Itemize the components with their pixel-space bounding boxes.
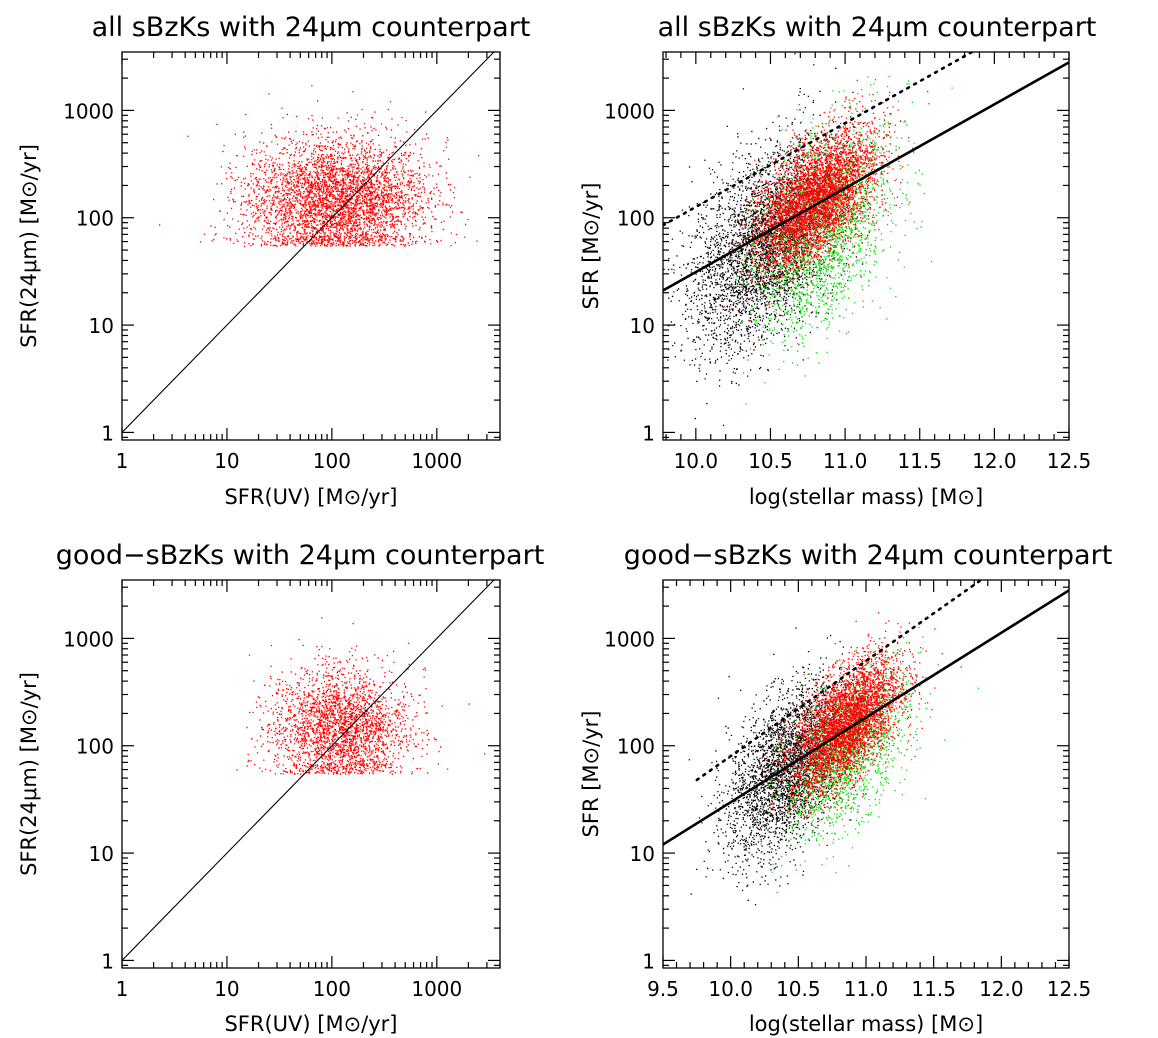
plot-frame	[121, 579, 501, 969]
scatter-points	[688, 612, 980, 906]
panel-bottom-left: good−sBzKs with 24μm counterpart 1101001…	[17, 540, 544, 1036]
tick-label: 1	[116, 449, 129, 473]
fit-line	[663, 61, 1069, 292]
panel-bottom-right: good−sBzKs with 24μm counterpart 1101001…	[579, 540, 1112, 1036]
one-to-one-line	[122, 52, 495, 433]
tick-label: 100	[76, 735, 114, 759]
axis-ticks: 1 10 100 1000 1 10 100 1000	[63, 580, 501, 1001]
panel-top-right: all sBzKs with 24μm counterpart 1 10 100 10…	[579, 12, 1096, 509]
tick-label: 1000	[63, 627, 114, 651]
tick-label: 1	[642, 949, 655, 973]
tick-label: 100	[313, 449, 351, 473]
fit-lines	[663, 580, 1069, 846]
tick-label: 1	[642, 421, 655, 445]
panel-title: good−sBzKs with 24μm counterpart	[56, 540, 545, 571]
tick-label: 100	[76, 207, 114, 231]
plot-frame	[662, 579, 1070, 969]
fit-lines	[663, 52, 1069, 292]
axis-ticks: 1 10 100 1000 9.5 10.0 10.5 11.0 11.5 12.0 12.5	[604, 580, 1091, 1001]
scatter-points	[159, 85, 480, 247]
tick-label: 10.0	[674, 449, 719, 473]
scatter-cloud-black	[688, 627, 880, 906]
tick-label: 10	[214, 977, 239, 1001]
tick-label: 1000	[604, 99, 655, 123]
tick-label: 11.0	[823, 449, 868, 473]
tick-label: 12.5	[1047, 977, 1092, 1001]
tick-label: 1000	[604, 627, 655, 651]
tick-label: 1	[116, 977, 129, 1001]
panel-title: all sBzKs with 24μm counterpart	[658, 12, 1097, 43]
fit-lines	[122, 580, 495, 961]
tick-label: 10.5	[776, 977, 821, 1001]
panel-top-left: all sBzKs with 24μm counterpart 1 10 100 10…	[17, 12, 530, 509]
tick-label: 12.5	[1047, 449, 1092, 473]
tick-label: 10.0	[708, 977, 753, 1001]
tick-label: 11.0	[844, 977, 889, 1001]
y-axis-label: SFR(24μm) [M⊙/yr]	[17, 144, 41, 348]
scatter-cloud-red	[159, 85, 480, 247]
tick-label: 12.0	[979, 977, 1024, 1001]
tick-label: 1000	[411, 977, 462, 1001]
dotted-line	[663, 52, 974, 227]
tick-label: 100	[313, 977, 351, 1001]
scatter-cloud-red	[755, 612, 962, 840]
scatter-cloud-red	[236, 617, 486, 775]
tick-label: 9.5	[647, 977, 679, 1001]
x-axis-label: log(stellar mass) [M⊙]	[749, 485, 983, 509]
x-axis-label: log(stellar mass) [M⊙]	[749, 1012, 983, 1036]
panel-title: all sBzKs with 24μm counterpart	[92, 12, 531, 43]
x-axis-label: SFR(UV) [M⊙/yr]	[224, 485, 397, 509]
plot-frame	[121, 51, 501, 441]
fit-lines	[122, 52, 495, 433]
y-axis-label: SFR(24μm) [M⊙/yr]	[17, 672, 41, 876]
y-axis-label: SFR [M⊙/yr]	[579, 183, 603, 310]
tick-label: 10.5	[748, 449, 793, 473]
tick-label: 10	[630, 314, 655, 338]
panel-title: good−sBzKs with 24μm counterpart	[624, 540, 1113, 571]
tick-label: 100	[617, 735, 655, 759]
y-axis-label: SFR [M⊙/yr]	[579, 711, 603, 838]
plot-frame	[662, 51, 1070, 441]
tick-label: 1000	[63, 99, 114, 123]
tick-label: 1	[101, 949, 114, 973]
tick-label: 10	[214, 449, 239, 473]
tick-label: 12.0	[972, 449, 1017, 473]
dotted-line	[695, 580, 983, 782]
one-to-one-line	[122, 580, 495, 961]
tick-label: 10	[89, 842, 114, 866]
axis-ticks: 1 10 100 1000 10.0 10.5 11.0 11.5 12.0 12.5	[604, 52, 1091, 473]
tick-label: 10	[89, 314, 114, 338]
tick-label: 10	[630, 842, 655, 866]
scatter-points	[236, 617, 486, 775]
tick-label: 11.5	[911, 977, 956, 1001]
fit-line	[663, 589, 1069, 846]
x-axis-label: SFR(UV) [M⊙/yr]	[224, 1012, 397, 1036]
tick-label: 1	[101, 421, 114, 445]
scatter-points	[663, 52, 953, 427]
axis-ticks: 1 10 100 1000 1 10 100 1000	[63, 52, 501, 473]
tick-label: 100	[617, 207, 655, 231]
tick-label: 1000	[411, 449, 462, 473]
tick-label: 11.5	[897, 449, 942, 473]
